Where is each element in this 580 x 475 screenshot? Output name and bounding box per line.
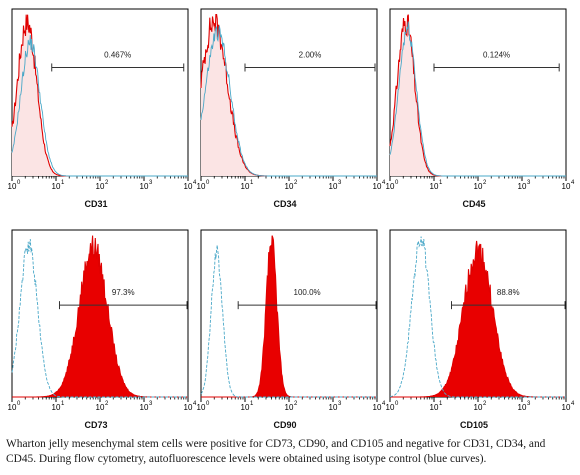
x-tick-label: 10 xyxy=(52,182,61,191)
x-tick-exponent: 1 xyxy=(250,180,254,186)
x-tick-label: 10 xyxy=(386,403,395,412)
isotype-control-curve xyxy=(389,21,566,177)
x-tick-label: 10 xyxy=(329,403,338,412)
x-tick-exponent: 0 xyxy=(206,180,210,186)
marker-histogram-fill xyxy=(390,240,566,397)
isotype-control-curve xyxy=(390,236,566,398)
gate-percentage-label: 2.00% xyxy=(299,50,322,59)
x-tick-exponent: 2 xyxy=(105,180,109,186)
x-tick-label: 10 xyxy=(474,182,483,191)
x-tick-label: 10 xyxy=(285,182,294,191)
histogram-panel-cd45: 10 0 10 1 10 2 10 3 10 40.124%CD45 xyxy=(386,8,575,209)
marker-axis-label: CD45 xyxy=(462,199,485,209)
x-tick-exponent: 1 xyxy=(439,401,443,407)
x-tick-exponent: 4 xyxy=(193,180,197,186)
marker-histogram-curve xyxy=(390,240,566,398)
x-tick-label: 10 xyxy=(96,182,105,191)
x-tick-label: 10 xyxy=(140,403,149,412)
x-tick-label: 10 xyxy=(285,403,294,412)
x-tick-exponent: 1 xyxy=(61,180,65,186)
marker-histogram-fill xyxy=(390,14,566,176)
x-tick-exponent: 0 xyxy=(395,180,399,186)
histogram-panel-cd105: 10 0 10 1 10 2 10 3 10 488.8%CD105 xyxy=(386,229,575,430)
plot-frame xyxy=(200,229,378,398)
histogram-panel-cd34: 10 0 10 1 10 2 10 3 10 42.00%CD34 xyxy=(197,8,386,209)
marker-axis-label: CD31 xyxy=(84,199,107,209)
x-tick-exponent: 1 xyxy=(61,401,65,407)
x-tick-label: 10 xyxy=(8,403,17,412)
x-tick-exponent: 4 xyxy=(571,401,575,407)
gate-percentage-label: 97.3% xyxy=(112,288,135,297)
x-tick-label: 10 xyxy=(241,403,250,412)
isotype-control-curve xyxy=(11,238,188,398)
x-tick-exponent: 4 xyxy=(193,401,197,407)
x-tick-exponent: 2 xyxy=(483,180,487,186)
marker-histogram-fill xyxy=(12,235,188,397)
x-tick-exponent: 1 xyxy=(439,180,443,186)
x-tick-exponent: 4 xyxy=(571,180,575,186)
x-tick-label: 10 xyxy=(197,403,206,412)
x-tick-label: 10 xyxy=(386,182,395,191)
x-tick-exponent: 1 xyxy=(250,401,254,407)
x-tick-label: 10 xyxy=(241,182,250,191)
gate-percentage-label: 0.124% xyxy=(483,50,510,59)
x-tick-exponent: 0 xyxy=(206,401,210,407)
x-tick-label: 10 xyxy=(96,403,105,412)
marker-axis-label: CD34 xyxy=(273,199,296,209)
x-tick-label: 10 xyxy=(474,403,483,412)
x-tick-exponent: 0 xyxy=(17,401,21,407)
x-tick-label: 10 xyxy=(184,182,193,191)
gate-percentage-label: 0.467% xyxy=(104,50,131,59)
x-tick-exponent: 3 xyxy=(527,180,531,186)
marker-axis-label: CD90 xyxy=(273,420,296,430)
x-tick-label: 10 xyxy=(562,182,571,191)
x-tick-label: 10 xyxy=(430,403,439,412)
x-tick-label: 10 xyxy=(562,403,571,412)
x-tick-label: 10 xyxy=(140,182,149,191)
x-tick-label: 10 xyxy=(184,403,193,412)
isotype-control-curve xyxy=(11,34,188,177)
figure-caption: Wharton jelly mesenchymal stem cells wer… xyxy=(6,438,546,465)
isotype-control-curve xyxy=(200,245,377,398)
gate-percentage-label: 100.0% xyxy=(294,288,321,297)
x-tick-exponent: 3 xyxy=(149,180,153,186)
marker-axis-label: CD73 xyxy=(84,420,107,430)
gate-percentage-label: 88.8% xyxy=(497,288,520,297)
x-tick-exponent: 0 xyxy=(395,401,399,407)
x-tick-exponent: 2 xyxy=(294,401,298,407)
histogram-panel-cd31: 10 0 10 1 10 2 10 3 10 40.467%CD31 xyxy=(8,8,197,209)
marker-axis-label: CD105 xyxy=(460,420,488,430)
x-tick-label: 10 xyxy=(430,182,439,191)
x-tick-exponent: 2 xyxy=(294,180,298,186)
x-tick-exponent: 3 xyxy=(338,180,342,186)
x-tick-label: 10 xyxy=(373,182,382,191)
x-tick-exponent: 3 xyxy=(149,401,153,407)
x-tick-label: 10 xyxy=(197,182,206,191)
x-tick-label: 10 xyxy=(329,182,338,191)
x-tick-label: 10 xyxy=(373,403,382,412)
x-tick-exponent: 3 xyxy=(338,401,342,407)
x-tick-exponent: 4 xyxy=(382,180,386,186)
histogram-panel-cd73: 10 0 10 1 10 2 10 3 10 497.3%CD73 xyxy=(8,229,197,430)
x-tick-exponent: 4 xyxy=(382,401,386,407)
isotype-control-curve xyxy=(200,25,377,177)
x-tick-label: 10 xyxy=(52,403,61,412)
marker-histogram-curve xyxy=(201,235,377,398)
x-tick-exponent: 0 xyxy=(17,180,21,186)
x-tick-label: 10 xyxy=(8,182,17,191)
marker-histogram-fill xyxy=(201,14,377,176)
x-tick-label: 10 xyxy=(518,403,527,412)
x-tick-label: 10 xyxy=(518,182,527,191)
x-tick-exponent: 3 xyxy=(527,401,531,407)
x-tick-exponent: 2 xyxy=(105,401,109,407)
x-tick-exponent: 2 xyxy=(483,401,487,407)
